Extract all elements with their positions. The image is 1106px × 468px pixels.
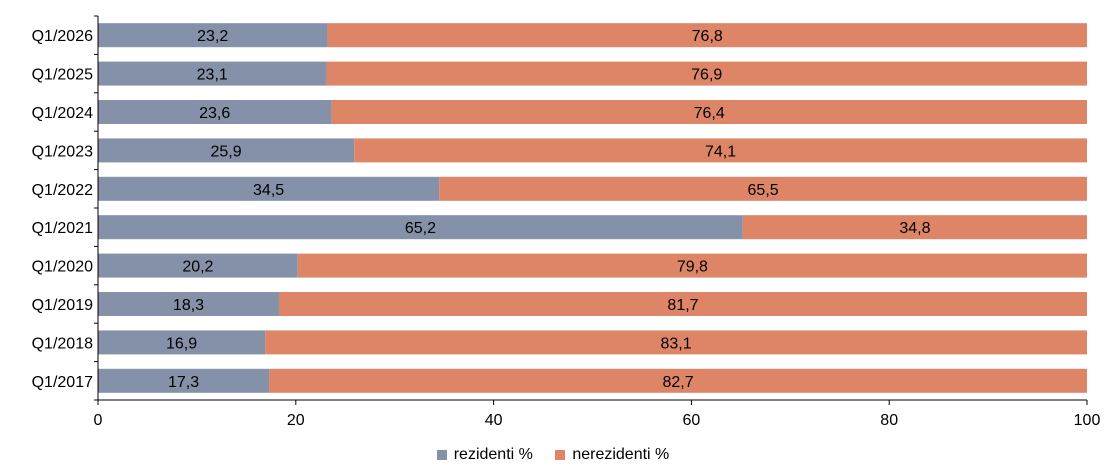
category-label-6: Q1/2020 xyxy=(32,259,93,276)
legend-swatch-rezidenti xyxy=(436,450,447,460)
data-label-rezidenti-0: 23,2 xyxy=(197,28,228,45)
category-label-7: Q1/2019 xyxy=(32,297,93,314)
bar-nerezidenti-4 xyxy=(439,176,1088,201)
data-label-rezidenti-6: 20,2 xyxy=(182,259,213,276)
category-label-0: Q1/2026 xyxy=(32,28,93,45)
data-label-rezidenti-3: 25,9 xyxy=(211,143,242,160)
bar-nerezidenti-9 xyxy=(269,368,1087,393)
data-label-nerezidenti-4: 65,5 xyxy=(748,182,779,199)
data-label-nerezidenti-2: 76,4 xyxy=(694,105,725,122)
x-tick-label-3: 60 xyxy=(683,412,701,429)
category-label-2: Q1/2024 xyxy=(32,105,93,122)
data-label-rezidenti-1: 23,1 xyxy=(197,67,228,84)
data-label-rezidenti-9: 17,3 xyxy=(168,374,199,391)
data-label-nerezidenti-1: 76,9 xyxy=(691,67,722,84)
bar-rezidenti-7 xyxy=(98,292,279,316)
x-tick-label-5: 100 xyxy=(1074,412,1101,429)
data-label-nerezidenti-5: 34,8 xyxy=(899,220,930,237)
legend-label-rezidenti: rezidenti % xyxy=(453,446,533,463)
data-label-nerezidenti-7: 81,7 xyxy=(667,297,698,314)
bar-nerezidenti-6 xyxy=(297,253,1087,278)
data-label-nerezidenti-3: 74,1 xyxy=(705,143,736,160)
legend: rezidenti % nerezidenti % xyxy=(0,446,1106,465)
bar-nerezidenti-2 xyxy=(331,100,1087,124)
bar-rezidenti-5 xyxy=(98,215,743,240)
bar-nerezidenti-8 xyxy=(265,330,1087,355)
data-label-nerezidenti-0: 76,8 xyxy=(692,28,723,45)
data-label-rezidenti-5: 65,2 xyxy=(405,220,436,237)
category-label-4: Q1/2022 xyxy=(32,182,93,199)
category-label-9: Q1/2017 xyxy=(32,374,93,391)
data-label-rezidenti-2: 23,6 xyxy=(199,105,230,122)
x-tick-label-4: 80 xyxy=(880,412,898,429)
data-label-nerezidenti-9: 82,7 xyxy=(662,374,693,391)
category-label-5: Q1/2021 xyxy=(32,220,93,237)
bar-rezidenti-3 xyxy=(98,138,355,163)
legend-swatch-nerezidenti xyxy=(555,450,566,460)
data-label-rezidenti-8: 16,9 xyxy=(166,335,197,352)
x-tick-label-2: 40 xyxy=(485,412,503,429)
bar-rezidenti-9 xyxy=(98,368,270,393)
bar-nerezidenti-0 xyxy=(327,23,1087,48)
x-tick-label-0: 0 xyxy=(94,412,103,429)
bar-rezidenti-8 xyxy=(98,330,266,355)
data-label-rezidenti-7: 18,3 xyxy=(173,297,204,314)
bar-rezidenti-4 xyxy=(98,176,440,201)
data-label-nerezidenti-6: 79,8 xyxy=(677,259,708,276)
category-label-8: Q1/2018 xyxy=(32,335,93,352)
data-label-nerezidenti-8: 83,1 xyxy=(661,335,692,352)
bar-rezidenti-6 xyxy=(98,253,298,278)
bar-nerezidenti-5 xyxy=(742,215,1087,240)
data-label-rezidenti-4: 34,5 xyxy=(253,182,284,199)
legend-label-nerezidenti: nerezidenti % xyxy=(572,446,670,463)
category-label-1: Q1/2025 xyxy=(32,67,93,84)
x-tick-label-1: 20 xyxy=(287,412,305,429)
category-label-3: Q1/2023 xyxy=(32,143,93,160)
bar-nerezidenti-7 xyxy=(278,292,1087,316)
bar-chart-svg: 23,2 76,8 Q1/2026 23,1 76,9 Q1/2025 23,6 76,4 Q1… xyxy=(32,15,1101,429)
bar-nerezidenti-3 xyxy=(354,138,1087,163)
bar-rezidenti-0 xyxy=(98,23,328,48)
bar-rezidenti-1 xyxy=(98,61,327,86)
legend-item-nerezidenti: nerezidenti % xyxy=(555,446,669,464)
bar-rezidenti-2 xyxy=(98,100,332,124)
bar-nerezidenti-1 xyxy=(326,61,1088,86)
legend-item-rezidenti: rezidenti % xyxy=(436,446,533,464)
